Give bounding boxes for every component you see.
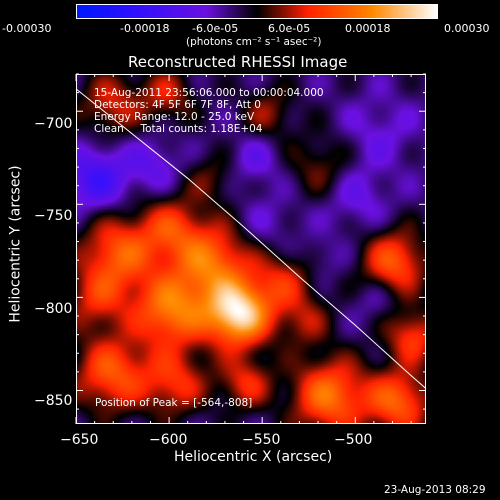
y-tick-label-1: −750	[34, 208, 73, 224]
colorbar-tick-label-0: -0.00030	[2, 22, 52, 35]
y-tick-label-0: −700	[34, 116, 73, 132]
y-tick-label-2: −800	[34, 301, 73, 317]
colorbar-tick-label-3: 6.0e-05	[268, 22, 311, 35]
x-tick-label-1: −600	[149, 432, 188, 448]
x-tick-label-2: −550	[242, 432, 281, 448]
x-tick-label-0: −650	[60, 432, 99, 448]
x-tick-label-3: −500	[334, 432, 373, 448]
colorbar-tick-label-5: 0.00030	[444, 22, 490, 35]
peak-position-label: Position of Peak = [-564,-808]	[95, 397, 253, 409]
y-tick-label-3: −850	[34, 393, 73, 409]
info-detectors: Detectors: 4F 5F 6F 7F 8F, Att 0	[94, 99, 261, 111]
y-axis-label: Heliocentric Y (arcsec)	[7, 165, 24, 323]
info-clean-counts: Clean Total counts: 1.18E+04	[94, 123, 263, 135]
colorbar	[76, 4, 438, 19]
chart-title: Reconstructed RHESSI Image	[128, 53, 348, 71]
colorbar-unit-label: (photons cm⁻² s⁻¹ asec⁻²)	[186, 36, 322, 48]
colorbar-tick-label-1: -0.00018	[120, 22, 170, 35]
x-axis-label: Heliocentric X (arcsec)	[174, 449, 333, 465]
colorbar-tick-label-2: -6.0e-05	[192, 22, 239, 35]
footer-timestamp: 23-Aug-2013 08:29	[384, 484, 486, 496]
info-time-range: 15-Aug-2011 23:56:06.000 to 00:00:04.000	[94, 87, 324, 99]
colorbar-tick-label-4: 0.00018	[345, 22, 391, 35]
info-energy-range: Energy Range: 12.0 - 25.0 keV	[94, 111, 255, 123]
